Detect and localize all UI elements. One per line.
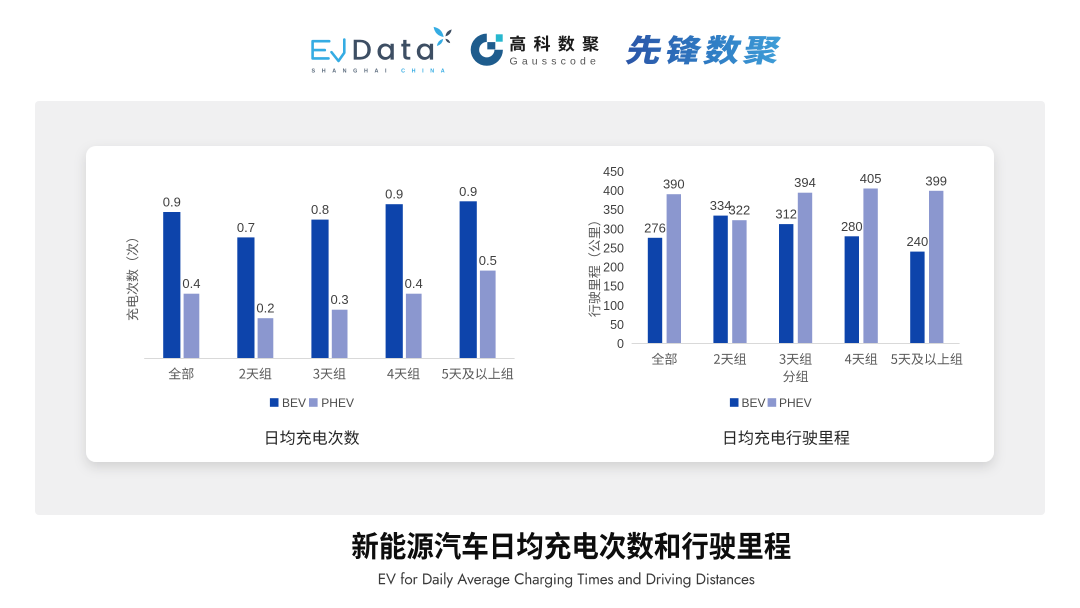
svg-text:BEV: BEV bbox=[742, 396, 766, 410]
svg-text:334: 334 bbox=[710, 198, 732, 213]
svg-text:350: 350 bbox=[603, 203, 624, 217]
svg-text:0.4: 0.4 bbox=[405, 276, 423, 291]
svg-text:100: 100 bbox=[603, 299, 624, 313]
svg-text:390: 390 bbox=[663, 177, 685, 192]
svg-text:0.3: 0.3 bbox=[331, 292, 349, 307]
svg-text:0.4: 0.4 bbox=[182, 276, 200, 291]
svg-text:0: 0 bbox=[617, 337, 624, 351]
svg-text:276: 276 bbox=[644, 220, 666, 235]
svg-text:50: 50 bbox=[610, 318, 624, 332]
svg-text:312: 312 bbox=[775, 207, 797, 222]
svg-text:0.5: 0.5 bbox=[479, 253, 497, 268]
svg-text:394: 394 bbox=[794, 175, 816, 190]
svg-text:0.2: 0.2 bbox=[256, 301, 274, 316]
svg-text:PHEV: PHEV bbox=[321, 396, 354, 410]
svg-text:250: 250 bbox=[603, 241, 624, 255]
svg-text:SHANGHAI CHINA: SHANGHAI CHINA bbox=[312, 69, 452, 75]
svg-text:0.9: 0.9 bbox=[385, 187, 403, 202]
svg-text:400: 400 bbox=[603, 184, 624, 198]
svg-text:322: 322 bbox=[729, 203, 751, 218]
svg-text:200: 200 bbox=[603, 261, 624, 275]
svg-text:0.9: 0.9 bbox=[163, 195, 181, 210]
svg-text:450: 450 bbox=[603, 165, 624, 179]
svg-text:150: 150 bbox=[603, 280, 624, 294]
svg-text:PHEV: PHEV bbox=[779, 396, 812, 410]
svg-text:BEV: BEV bbox=[282, 396, 306, 410]
svg-text:0.9: 0.9 bbox=[459, 184, 477, 199]
svg-text:240: 240 bbox=[907, 234, 929, 249]
svg-text:0.7: 0.7 bbox=[237, 220, 255, 235]
svg-text:399: 399 bbox=[925, 173, 947, 188]
svg-text:0.8: 0.8 bbox=[311, 202, 329, 217]
svg-text:405: 405 bbox=[860, 171, 882, 186]
svg-text:280: 280 bbox=[841, 219, 863, 234]
svg-text:300: 300 bbox=[603, 222, 624, 236]
svg-text:Gausscode: Gausscode bbox=[510, 55, 600, 67]
